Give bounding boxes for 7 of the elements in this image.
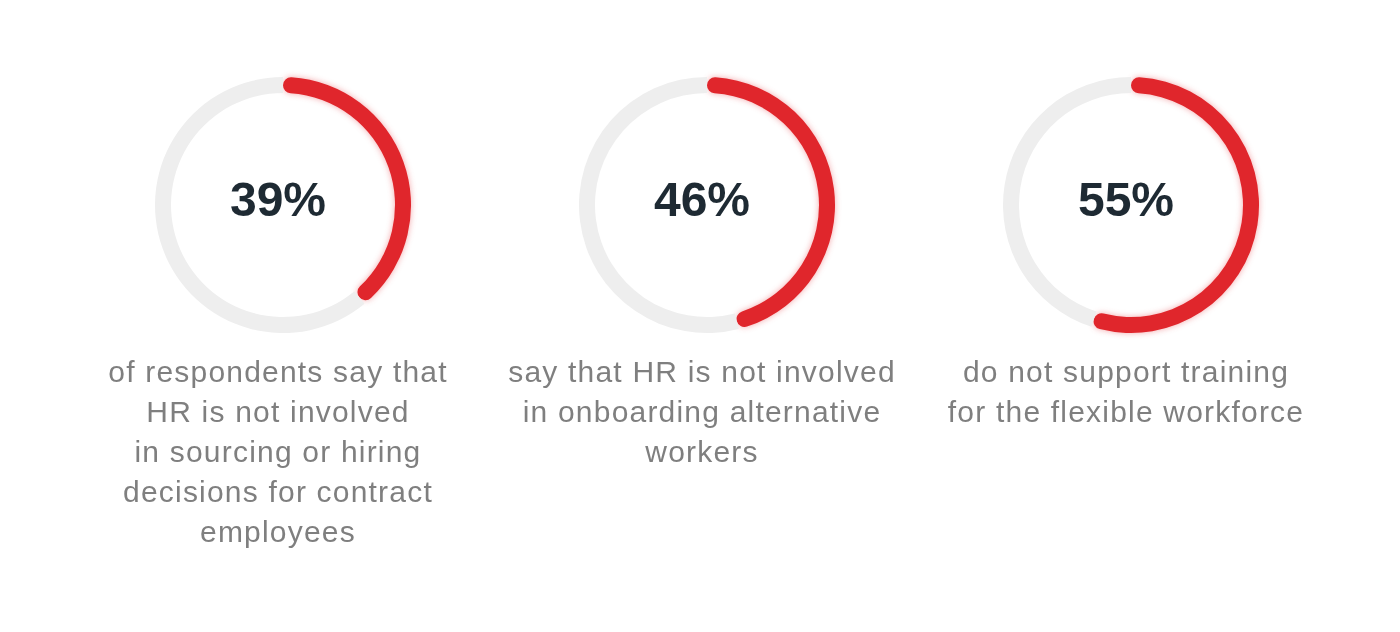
text: of respondents say that HR is not involved in sourcing or hiring decisions for contract employees bbox=[107, 354, 449, 550]
text: 39% bbox=[229, 173, 327, 226]
donut-slice bbox=[155, 77, 365, 333]
text: do not support training for the flexible workforce bbox=[946, 354, 1306, 430]
text: 46% bbox=[653, 173, 751, 226]
text: say that HR is not involved in onboarding alternative workers bbox=[507, 354, 897, 470]
text: 55% bbox=[1077, 173, 1175, 226]
